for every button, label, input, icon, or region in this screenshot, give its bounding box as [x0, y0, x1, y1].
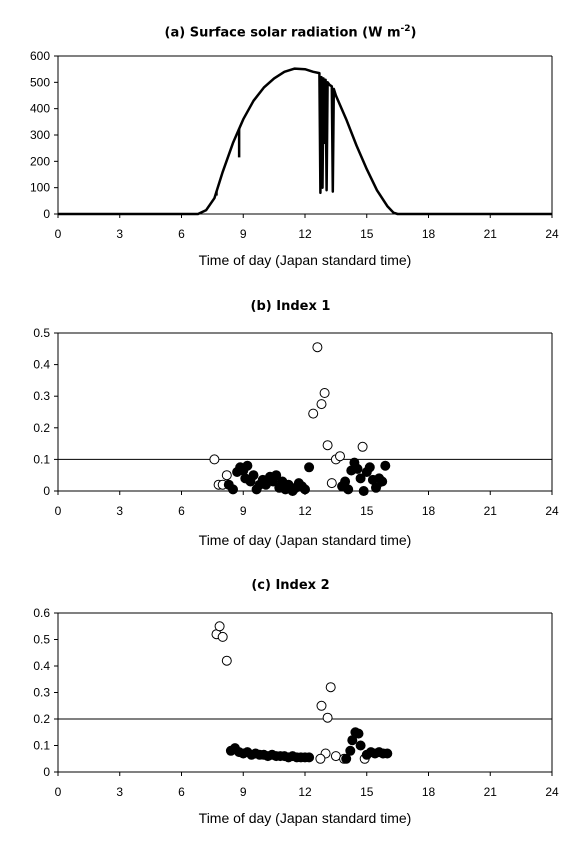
- chart-c-xtick-label: 3: [116, 785, 123, 799]
- chart-c-xtick-label: 9: [240, 785, 247, 799]
- chart-b-xlabel: Time of day (Japan standard time): [199, 532, 412, 548]
- chart-b-filled-point: [228, 484, 238, 495]
- chart-a-xtick-label: 18: [422, 227, 436, 241]
- chart-c-xtick-label: 12: [298, 785, 312, 799]
- chart-b-open-point: [322, 440, 333, 451]
- chart-c-open-point: [325, 682, 336, 693]
- chart-c-open-point: [316, 700, 327, 711]
- chart-a-xtick-label: 9: [240, 227, 247, 241]
- chart-a-xtick-label: 24: [545, 227, 559, 241]
- chart-c-ytick-label: 0.5: [33, 633, 50, 647]
- chart-a-ytick-label: 600: [30, 49, 50, 63]
- chart-b-xtick-label: 15: [360, 504, 374, 518]
- chart-a: 0 100 200 300 400 500 600 0 3 6 9 12 15 18 21 24 Time of…: [30, 49, 559, 268]
- chart-a-ytick-label: 300: [30, 128, 50, 142]
- chart-b-filled-point: [380, 460, 391, 471]
- chart-a-xlabel: Time of day (Japan standard time): [199, 252, 412, 268]
- chart-b-ytick-label: 0.4: [33, 358, 50, 372]
- chart-c-filled-point: [304, 752, 315, 763]
- chart-c-open-point: [217, 631, 228, 642]
- chart-b-filled-point: [355, 473, 366, 484]
- chart-b-open-point: [308, 408, 319, 419]
- chart-b-xtick-label: 24: [545, 504, 559, 518]
- chart-c-xtick-label: 15: [360, 785, 374, 799]
- chart-a-ytick-label: 500: [30, 75, 50, 89]
- chart-b-filled-point: [300, 484, 310, 495]
- chart-b-filled-point: [271, 470, 282, 481]
- chart-c-ytick-label: 0.3: [33, 686, 50, 700]
- chart-a-xtick-label: 0: [55, 227, 62, 241]
- chart-a-title-text: (a) Surface solar radiation (W m: [164, 25, 401, 41]
- chart-c-filled-point: [353, 728, 364, 739]
- chart-b-filled-point: [358, 486, 369, 496]
- chart-a-xtick-label: 6: [178, 227, 185, 241]
- chart-b-filled-point: [371, 482, 381, 493]
- chart-b-open-point: [312, 342, 323, 353]
- chart-a-xtick-label: 3: [116, 227, 123, 241]
- chart-c-ytick-label: 0.4: [33, 659, 50, 673]
- chart-b-open-point: [316, 399, 327, 410]
- chart-c-ytick-label: 0.1: [33, 739, 50, 753]
- chart-a-ytick-label: 400: [30, 102, 50, 116]
- chart-a-title-end: ): [410, 25, 417, 41]
- chart-b-xtick-label: 12: [298, 504, 312, 518]
- chart-c-filled-point: [345, 745, 356, 756]
- chart-b-open-point: [357, 441, 368, 452]
- chart-b-open-point: [209, 454, 220, 465]
- chart-c-xtick-label: 18: [422, 785, 436, 799]
- chart-b-xtick-label: 3: [116, 504, 123, 518]
- chart-b-open-point: [335, 451, 345, 462]
- chart-a-title-sup: -2: [400, 24, 411, 34]
- chart-b-filled-point: [377, 476, 388, 487]
- chart-c-open-point: [322, 712, 333, 723]
- chart-a-xtick-label: 21: [484, 227, 498, 241]
- chart-b-open-point: [319, 388, 330, 398]
- chart-b-filled-point: [304, 462, 315, 473]
- chart-c-title: (c) Index 2: [251, 578, 330, 593]
- chart-a-radiation-line: [58, 67, 552, 216]
- chart-b-filled-point: [364, 462, 375, 473]
- chart-b-open-point: [326, 478, 337, 489]
- chart-b-filled-point: [248, 470, 259, 481]
- chart-b-filled-point: [242, 460, 253, 471]
- chart-b: 0 0.1 0.2 0.3 0.4 0.5 0 3 6 9 12 15 18 21 24 Time of da…: [33, 326, 559, 548]
- chart-c-ytick-label: 0: [43, 765, 50, 779]
- chart-b-ytick-label: 0.5: [33, 326, 50, 340]
- chart-b-open-point: [221, 470, 232, 481]
- chart-c-xtick-label: 24: [545, 785, 559, 799]
- chart-c-open-point: [315, 753, 326, 764]
- chart-b-xtick-label: 21: [484, 504, 498, 518]
- chart-c-filled-point: [355, 740, 366, 751]
- chart-b-ytick-label: 0: [43, 484, 50, 498]
- chart-b-xtick-label: 9: [240, 504, 247, 518]
- chart-b-filled-point: [343, 484, 354, 495]
- chart-a-ytick-label: 200: [30, 154, 50, 168]
- chart-c-xtick-label: 21: [484, 785, 498, 799]
- chart-a-ytick-label: 100: [30, 181, 50, 195]
- chart-c-filled-point: [382, 748, 393, 759]
- chart-c-ytick-label: 0.2: [33, 712, 50, 726]
- chart-c-xlabel: Time of day (Japan standard time): [199, 810, 412, 826]
- chart-b-xtick-label: 0: [55, 504, 62, 518]
- chart-a-ytick-label: 0: [43, 207, 50, 221]
- chart-a-xtick-label: 15: [360, 227, 374, 241]
- chart-c-xtick-label: 0: [55, 785, 62, 799]
- chart-a-xtick-label: 12: [298, 227, 312, 241]
- chart-b-ytick-label: 0.2: [33, 421, 50, 435]
- chart-c-xtick-label: 6: [178, 785, 185, 799]
- chart-c-open-point: [214, 621, 225, 632]
- chart-a-title: (a) Surface solar radiation (W m-2): [0, 24, 581, 40]
- chart-b-ytick-label: 0.3: [33, 389, 50, 403]
- chart-c-open-point: [221, 655, 232, 666]
- chart-b-ytick-label: 0.1: [33, 452, 50, 466]
- chart-b-xtick-label: 18: [422, 504, 436, 518]
- chart-b-filled-point: [352, 463, 363, 474]
- chart-b-xtick-label: 6: [178, 504, 185, 518]
- chart-c-open-point: [330, 751, 341, 762]
- chart-b-title: (b) Index 1: [250, 299, 331, 314]
- chart-c-ytick-label: 0.6: [33, 606, 50, 620]
- chart-c-filled-point: [341, 753, 352, 764]
